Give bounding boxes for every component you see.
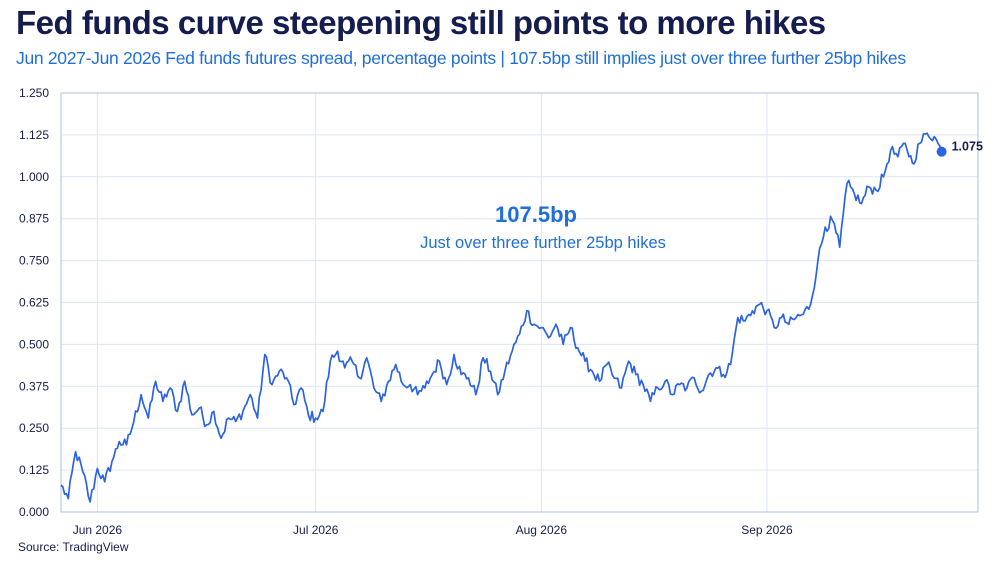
y-tick-label: 0.250 bbox=[19, 421, 49, 435]
y-tick-label: 0.375 bbox=[19, 379, 49, 393]
annotation: 107.5bp Just over three further 25bp hik… bbox=[420, 202, 666, 252]
x-axis-ticks: Jun 2026 Jul 2026 Aug 2026 Sep 2026 bbox=[73, 523, 793, 537]
source-note: Source: TradingView bbox=[18, 540, 129, 554]
y-tick-label: 0.625 bbox=[19, 296, 49, 310]
chart-subtitle: Jun 2027-Jun 2026 Fed funds futures spre… bbox=[16, 48, 906, 68]
y-tick-label: 1.250 bbox=[19, 86, 49, 100]
end-value-label: 1.075 bbox=[952, 140, 983, 154]
x-tick-label: Aug 2026 bbox=[516, 523, 568, 537]
x-tick-label: Jul 2026 bbox=[293, 523, 339, 537]
y-tick-label: 0.875 bbox=[19, 212, 49, 226]
y-tick-label: 0.000 bbox=[19, 505, 49, 519]
y-tick-label: 1.000 bbox=[19, 170, 49, 184]
annotation-title: 107.5bp bbox=[495, 202, 577, 227]
chart-title: Fed funds curve steepening still points … bbox=[16, 4, 826, 41]
series-layer: 1.075 bbox=[60, 132, 983, 503]
grid-lines bbox=[61, 92, 978, 513]
end-point-marker bbox=[936, 146, 947, 157]
axis-frame bbox=[60, 92, 979, 513]
series-line bbox=[60, 132, 943, 503]
plot-frame bbox=[60, 92, 979, 513]
y-tick-label: 0.125 bbox=[19, 463, 49, 477]
x-tick-label: Jun 2026 bbox=[73, 523, 123, 537]
y-tick-label: 0.500 bbox=[19, 337, 49, 351]
y-axis-ticks: 0.000 0.125 0.250 0.375 0.500 0.625 0.750 0.875… bbox=[19, 86, 49, 519]
annotation-text: Just over three further 25bp hikes bbox=[420, 234, 666, 252]
x-tick-label: Sep 2026 bbox=[741, 523, 793, 537]
y-tick-label: 0.750 bbox=[19, 254, 49, 268]
y-tick-label: 1.125 bbox=[19, 128, 49, 142]
